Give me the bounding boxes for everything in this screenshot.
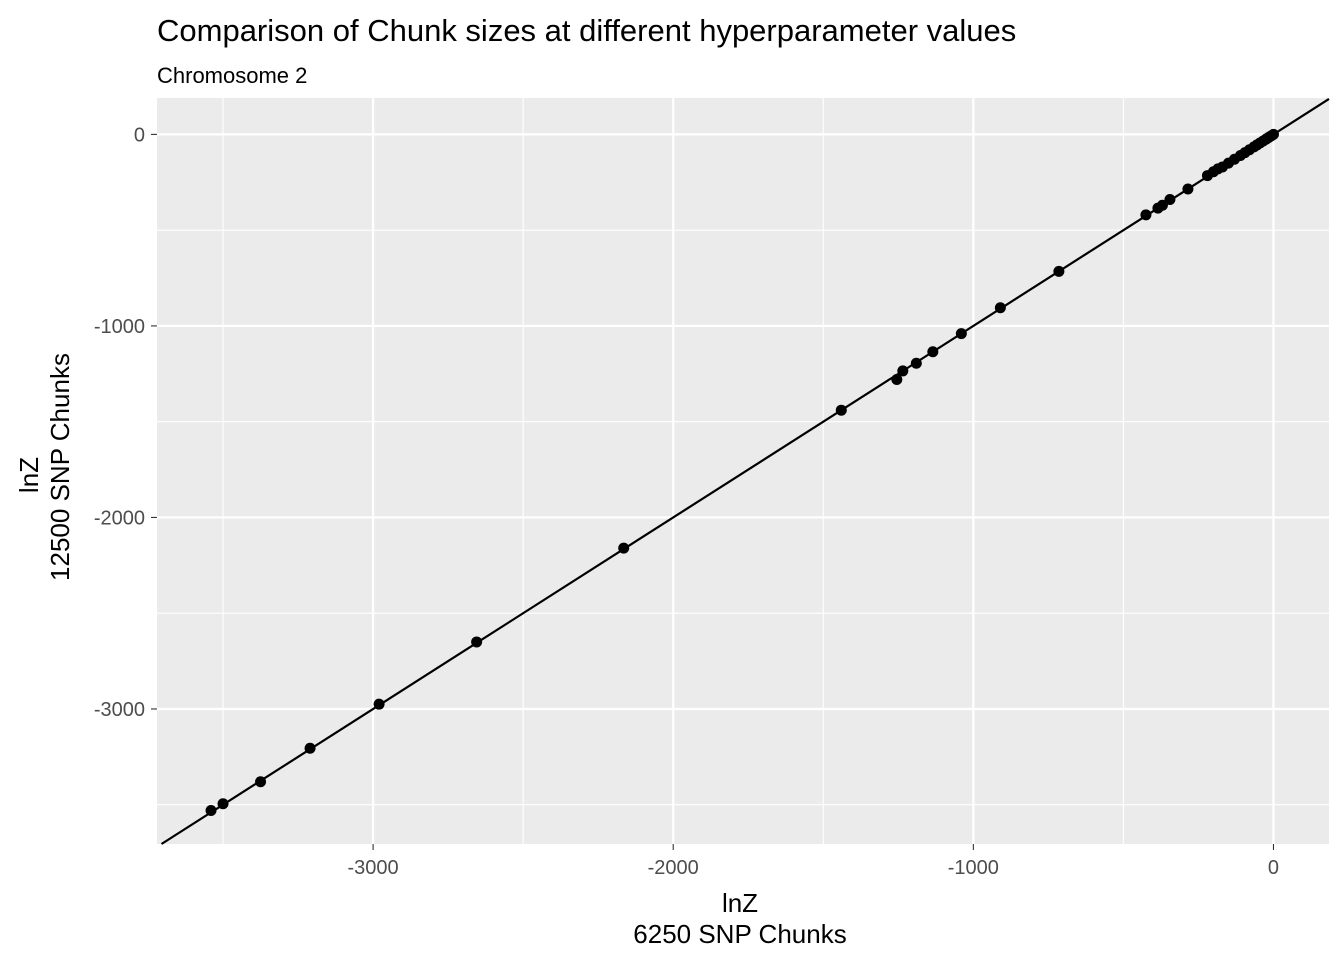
data-point — [897, 365, 909, 377]
data-point — [471, 636, 483, 648]
data-point — [835, 404, 847, 416]
reference-line-group — [160, 98, 1330, 845]
y-tick-label: -3000 — [94, 699, 145, 721]
data-points — [205, 128, 1279, 816]
data-point — [618, 542, 630, 554]
x-axis-title-line-1: lnZ — [722, 888, 758, 918]
data-point — [304, 742, 316, 754]
major-gridlines — [157, 98, 1329, 844]
data-point — [217, 798, 229, 810]
data-point — [955, 328, 967, 340]
x-tick-label: 0 — [1268, 857, 1279, 879]
data-point — [373, 698, 385, 710]
data-point — [1053, 265, 1065, 277]
y-axis-ticks: 0 -1000 -2000 -3000 — [94, 124, 157, 721]
x-tick-label: -1000 — [948, 857, 999, 879]
y-tick-label: 0 — [134, 124, 145, 146]
reference-line — [160, 98, 1330, 845]
data-point — [891, 374, 903, 386]
data-point — [910, 357, 922, 369]
data-point — [927, 346, 939, 358]
data-point — [1164, 194, 1176, 206]
x-axis-ticks: -3000 -2000 -1000 0 — [348, 844, 1279, 879]
y-tick-label: -1000 — [94, 316, 145, 338]
y-tick-label: -2000 — [94, 507, 145, 529]
y-axis-title-line-1: lnZ — [14, 457, 44, 493]
data-point — [994, 302, 1006, 314]
data-point — [1182, 183, 1194, 195]
chart-subtitle: Chromosome 2 — [157, 63, 307, 88]
data-point — [1156, 199, 1168, 211]
data-point — [1267, 128, 1279, 140]
data-point — [1140, 209, 1152, 221]
data-point — [255, 776, 267, 788]
x-tick-label: -3000 — [348, 857, 399, 879]
data-point — [205, 804, 217, 816]
x-tick-label: -2000 — [648, 857, 699, 879]
minor-gridlines — [157, 98, 1329, 844]
x-axis-title-line-2: 6250 SNP Chunks — [633, 919, 846, 949]
chart-title: Comparison of Chunk sizes at different h… — [157, 13, 1016, 48]
y-axis-title-line-2: 12500 SNP Chunks — [45, 353, 75, 581]
